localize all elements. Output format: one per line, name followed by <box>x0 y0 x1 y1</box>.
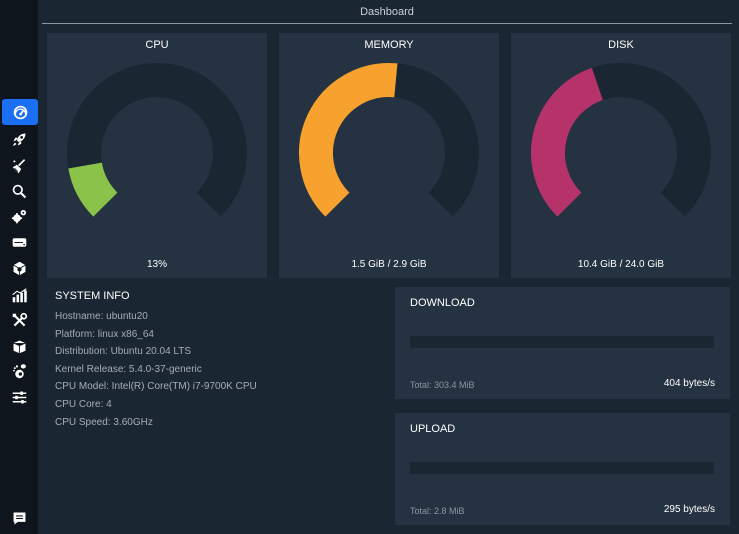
bar-chart-icon <box>11 287 28 304</box>
cpu-gauge-card: CPU 13% <box>47 33 267 278</box>
disk-gauge-value: 10.4 GiB / 24.0 GiB <box>577 259 665 270</box>
hostname-row: Hostname: ubuntu20 <box>55 311 148 322</box>
tools-icon <box>11 312 28 329</box>
disk-gauge-card: DISK 10.4 GiB / 24.0 GiB <box>511 33 731 278</box>
kernel-release-row: Kernel Release: 5.4.0-37-generic <box>55 363 202 375</box>
memory-gauge-card: MEMORY 1.5 GiB / 2.9 GiB <box>279 33 499 278</box>
rocket-icon <box>11 131 28 148</box>
upload-title: UPLOAD <box>410 423 456 435</box>
search-icon <box>11 183 28 200</box>
platform-row: Platform: linux x86_64 <box>55 328 154 340</box>
memory-gauge-arc <box>299 63 398 217</box>
cpu-gauge-arc <box>68 161 118 217</box>
nav-settings[interactable] <box>0 384 38 410</box>
page-title: Dashboard <box>42 0 732 24</box>
speedometer-icon <box>12 104 29 121</box>
nav-processes[interactable] <box>0 229 38 255</box>
upload-bar <box>410 462 714 474</box>
hard-drive-icon <box>11 234 28 251</box>
nav-services[interactable] <box>0 203 38 229</box>
system-info-title: SYSTEM INFO <box>55 290 130 302</box>
distribution-row: Distribution: Ubuntu 20.04 LTS <box>55 346 192 358</box>
box-icon <box>11 338 28 355</box>
download-total: Total: 303.4 MiB <box>410 380 475 390</box>
cpu-gauge-value: 13% <box>146 259 167 270</box>
cpu-core-row: CPU Core: 4 <box>55 398 112 410</box>
gnome-icon <box>11 363 28 380</box>
disk-gauge-arc <box>531 67 604 217</box>
nav-uninstaller[interactable] <box>0 255 38 281</box>
nav-apt-repos[interactable] <box>0 333 38 359</box>
cpu-gauge-track <box>67 63 247 217</box>
download-card: DOWNLOAD Total: 303.4 MiB 404 bytes/s <box>395 287 730 399</box>
cpu-model-row: CPU Model: Intel(R) Core(TM) i7-9700K CP… <box>55 381 257 393</box>
system-info-panel: SYSTEM INFO Hostname: ubuntu20 Platform:… <box>55 290 375 431</box>
nav-feedback[interactable] <box>0 505 38 531</box>
download-bar <box>410 336 714 348</box>
disk-gauge-title: DISK <box>608 39 634 51</box>
memory-gauge-value: 1.5 GiB / 2.9 GiB <box>351 259 427 270</box>
cpu-speed-row: CPU Speed: 3.60GHz <box>55 416 153 428</box>
gears-icon <box>11 208 28 225</box>
upload-card: UPLOAD Total: 2.8 MiB 295 bytes/s <box>395 413 730 525</box>
download-rate: 404 bytes/s <box>663 378 715 389</box>
sidebar <box>0 0 38 534</box>
download-title: DOWNLOAD <box>410 297 475 309</box>
upload-rate: 295 bytes/s <box>663 504 715 515</box>
cpu-gauge-title: CPU <box>145 39 169 51</box>
nav-search[interactable] <box>0 178 38 204</box>
nav-dashboard[interactable] <box>2 99 38 125</box>
comment-icon <box>11 510 28 527</box>
dashboard-main: Dashboard CPU 13% MEMORY 1.5 GiB / 2.9 G… <box>38 0 739 534</box>
nav-resources[interactable] <box>0 282 38 308</box>
nav-gnome-settings[interactable] <box>0 358 38 384</box>
nav-startup[interactable] <box>0 126 38 152</box>
upload-total: Total: 2.8 MiB <box>410 506 465 516</box>
memory-gauge <box>299 63 479 217</box>
sliders-icon <box>11 389 28 406</box>
package-icon <box>11 260 28 277</box>
cpu-gauge <box>67 63 247 217</box>
broom-icon <box>11 158 28 175</box>
memory-gauge-title: MEMORY <box>364 39 414 51</box>
nav-cleaner[interactable] <box>0 153 38 179</box>
disk-gauge <box>531 63 711 217</box>
nav-helpers[interactable] <box>0 307 38 333</box>
